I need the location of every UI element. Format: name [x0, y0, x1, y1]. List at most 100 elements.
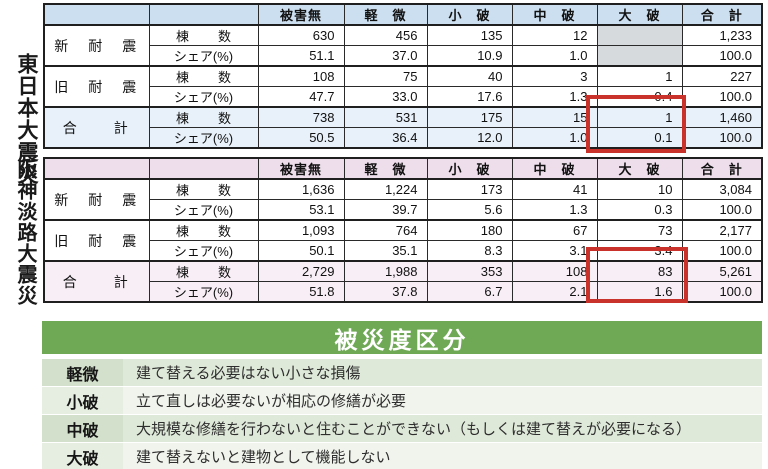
value-cell: 67 — [511, 219, 598, 241]
legend-term: 小破 — [42, 387, 123, 414]
value-cell: 1.0 — [511, 45, 598, 67]
value-cell: 75 — [343, 65, 428, 87]
table-row: 新 耐 震 棟 数 630 456 135 12 1,233 — [43, 24, 763, 67]
vertical-title-higashinihon: 東日本大震災 — [15, 53, 38, 185]
value-cell: 10.9 — [426, 45, 513, 67]
legend-row-keibi: 軽微 建て替える必要はない小さな損傷 — [42, 359, 762, 386]
value-cell: 50.5 — [257, 127, 345, 149]
value-cell: 2,729 — [257, 260, 345, 282]
value-cell: 1.6 — [596, 281, 683, 303]
value-cell: 173 — [426, 178, 513, 200]
table-hanshin-awaji-daishinsai: 被害無 軽 微 小 破 中 破 大 破 合 計 新 耐 震 棟 数 1,636 … — [43, 157, 763, 303]
metric-label: シェア(%) — [148, 45, 259, 67]
value-cell: 37.8 — [343, 281, 428, 303]
metric-label: シェア(%) — [148, 127, 259, 149]
table-header-row: 被害無 軽 微 小 破 中 破 大 破 合 計 — [43, 3, 763, 26]
value-cell: 1.3 — [511, 86, 598, 108]
corner-cell — [148, 157, 259, 180]
corner-cell — [43, 157, 150, 180]
value-cell: 83 — [596, 260, 683, 282]
highlight-box-major-damage-total-1 — [586, 95, 686, 153]
value-cell: 630 — [257, 24, 345, 46]
value-cell: 135 — [426, 24, 513, 46]
value-cell: 40 — [426, 65, 513, 87]
value-cell: 100.0 — [681, 45, 763, 67]
group-label-total: 合 計 — [43, 106, 150, 149]
legend: 被災度区分 軽微 建て替える必要はない小さな損傷 小破 立て直しは必要ないが相応… — [42, 321, 762, 469]
value-cell: 100.0 — [681, 281, 763, 303]
legend-term: 大破 — [42, 443, 123, 469]
col-header-medium: 中 破 — [511, 157, 598, 180]
value-cell: 73 — [596, 219, 683, 241]
value-cell: 180 — [426, 219, 513, 241]
vertical-title-hanshin-awaji: 阪神淡路大震災 — [14, 159, 36, 306]
group-label-total: 合 計 — [43, 260, 150, 303]
col-header-no-damage: 被害無 — [257, 3, 345, 26]
col-header-minor: 軽 微 — [343, 157, 428, 180]
metric-label: シェア(%) — [148, 86, 259, 108]
metric-label: 棟 数 — [148, 24, 259, 46]
value-cell: 51.1 — [257, 45, 345, 67]
value-cell-empty — [596, 24, 683, 46]
value-cell: 3,084 — [681, 178, 763, 200]
value-cell: 1.3 — [511, 199, 598, 221]
value-cell: 50.1 — [257, 240, 345, 262]
value-cell: 17.6 — [426, 86, 513, 108]
value-cell: 3.1 — [511, 240, 598, 262]
value-cell: 0.3 — [596, 199, 683, 221]
group-label-shin-taishin: 新 耐 震 — [43, 24, 150, 67]
group-label-shin-taishin: 新 耐 震 — [43, 178, 150, 221]
value-cell: 35.1 — [343, 240, 428, 262]
metric-label: 棟 数 — [148, 106, 259, 128]
highlight-box-major-damage-total-2 — [586, 247, 688, 303]
table-row: シェア(%) 53.1 39.7 5.6 1.3 0.3 100.0 — [44, 199, 763, 221]
legend-title: 被災度区分 — [42, 321, 762, 354]
value-cell: 41 — [511, 178, 598, 200]
col-header-major: 大 破 — [596, 3, 683, 26]
col-header-medium: 中 破 — [511, 3, 598, 26]
corner-cell — [43, 3, 150, 26]
value-cell: 1 — [596, 65, 683, 87]
table-row: シェア(%) 51.1 37.0 10.9 1.0 100.0 — [44, 45, 763, 67]
metric-label: シェア(%) — [148, 199, 259, 221]
value-cell: 100.0 — [681, 199, 763, 221]
table-row-total: シェア(%) 50.5 36.4 12.0 1.0 0.1 100.0 — [44, 127, 763, 149]
table-row: 旧 耐 震 棟 数 108 75 40 3 1 227 — [43, 65, 763, 108]
value-cell: 10 — [596, 178, 683, 200]
value-cell: 1.0 — [511, 127, 598, 149]
value-cell: 12.0 — [426, 127, 513, 149]
metric-label: シェア(%) — [148, 281, 259, 303]
value-cell: 1 — [596, 106, 683, 128]
value-cell: 108 — [257, 65, 345, 87]
value-cell: 0.1 — [596, 127, 683, 149]
col-header-small: 小 破 — [426, 3, 513, 26]
legend-row-taiha: 大破 建て替えないと建物として機能しない — [42, 443, 762, 469]
value-cell: 1,460 — [681, 106, 763, 128]
table-higashinihon-daishinsai: 被害無 軽 微 小 破 中 破 大 破 合 計 新 耐 震 棟 数 630 45… — [43, 3, 763, 149]
value-cell: 100.0 — [681, 240, 763, 262]
value-cell: 33.0 — [343, 86, 428, 108]
legend-row-shoha: 小破 立て直しは必要ないが相応の修繕が必要 — [42, 387, 762, 414]
value-cell: 1,636 — [257, 178, 345, 200]
value-cell: 100.0 — [681, 127, 763, 149]
value-cell: 36.4 — [343, 127, 428, 149]
group-label-kyu-taishin: 旧 耐 震 — [43, 219, 150, 262]
value-cell: 1,224 — [343, 178, 428, 200]
col-header-small: 小 破 — [426, 157, 513, 180]
table-row-total: 合 計 棟 数 738 531 175 15 1 1,460 — [43, 106, 763, 149]
value-cell: 39.7 — [343, 199, 428, 221]
metric-label: 棟 数 — [148, 219, 259, 241]
value-cell-empty — [596, 45, 683, 67]
corner-cell — [148, 3, 259, 26]
value-cell: 175 — [426, 106, 513, 128]
col-header-major: 大 破 — [596, 157, 683, 180]
table-row-total: シェア(%) 51.8 37.8 6.7 2.1 1.6 100.0 — [44, 281, 763, 303]
col-header-total: 合 計 — [681, 3, 763, 26]
value-cell: 2.1 — [511, 281, 598, 303]
value-cell: 51.8 — [257, 281, 345, 303]
value-cell: 531 — [343, 106, 428, 128]
metric-label: 棟 数 — [148, 65, 259, 87]
value-cell: 2,177 — [681, 219, 763, 241]
legend-row-chuha: 中破 大規模な修繕を行わないと住むことができない（もしくは建て替えが必要になる） — [42, 415, 762, 442]
